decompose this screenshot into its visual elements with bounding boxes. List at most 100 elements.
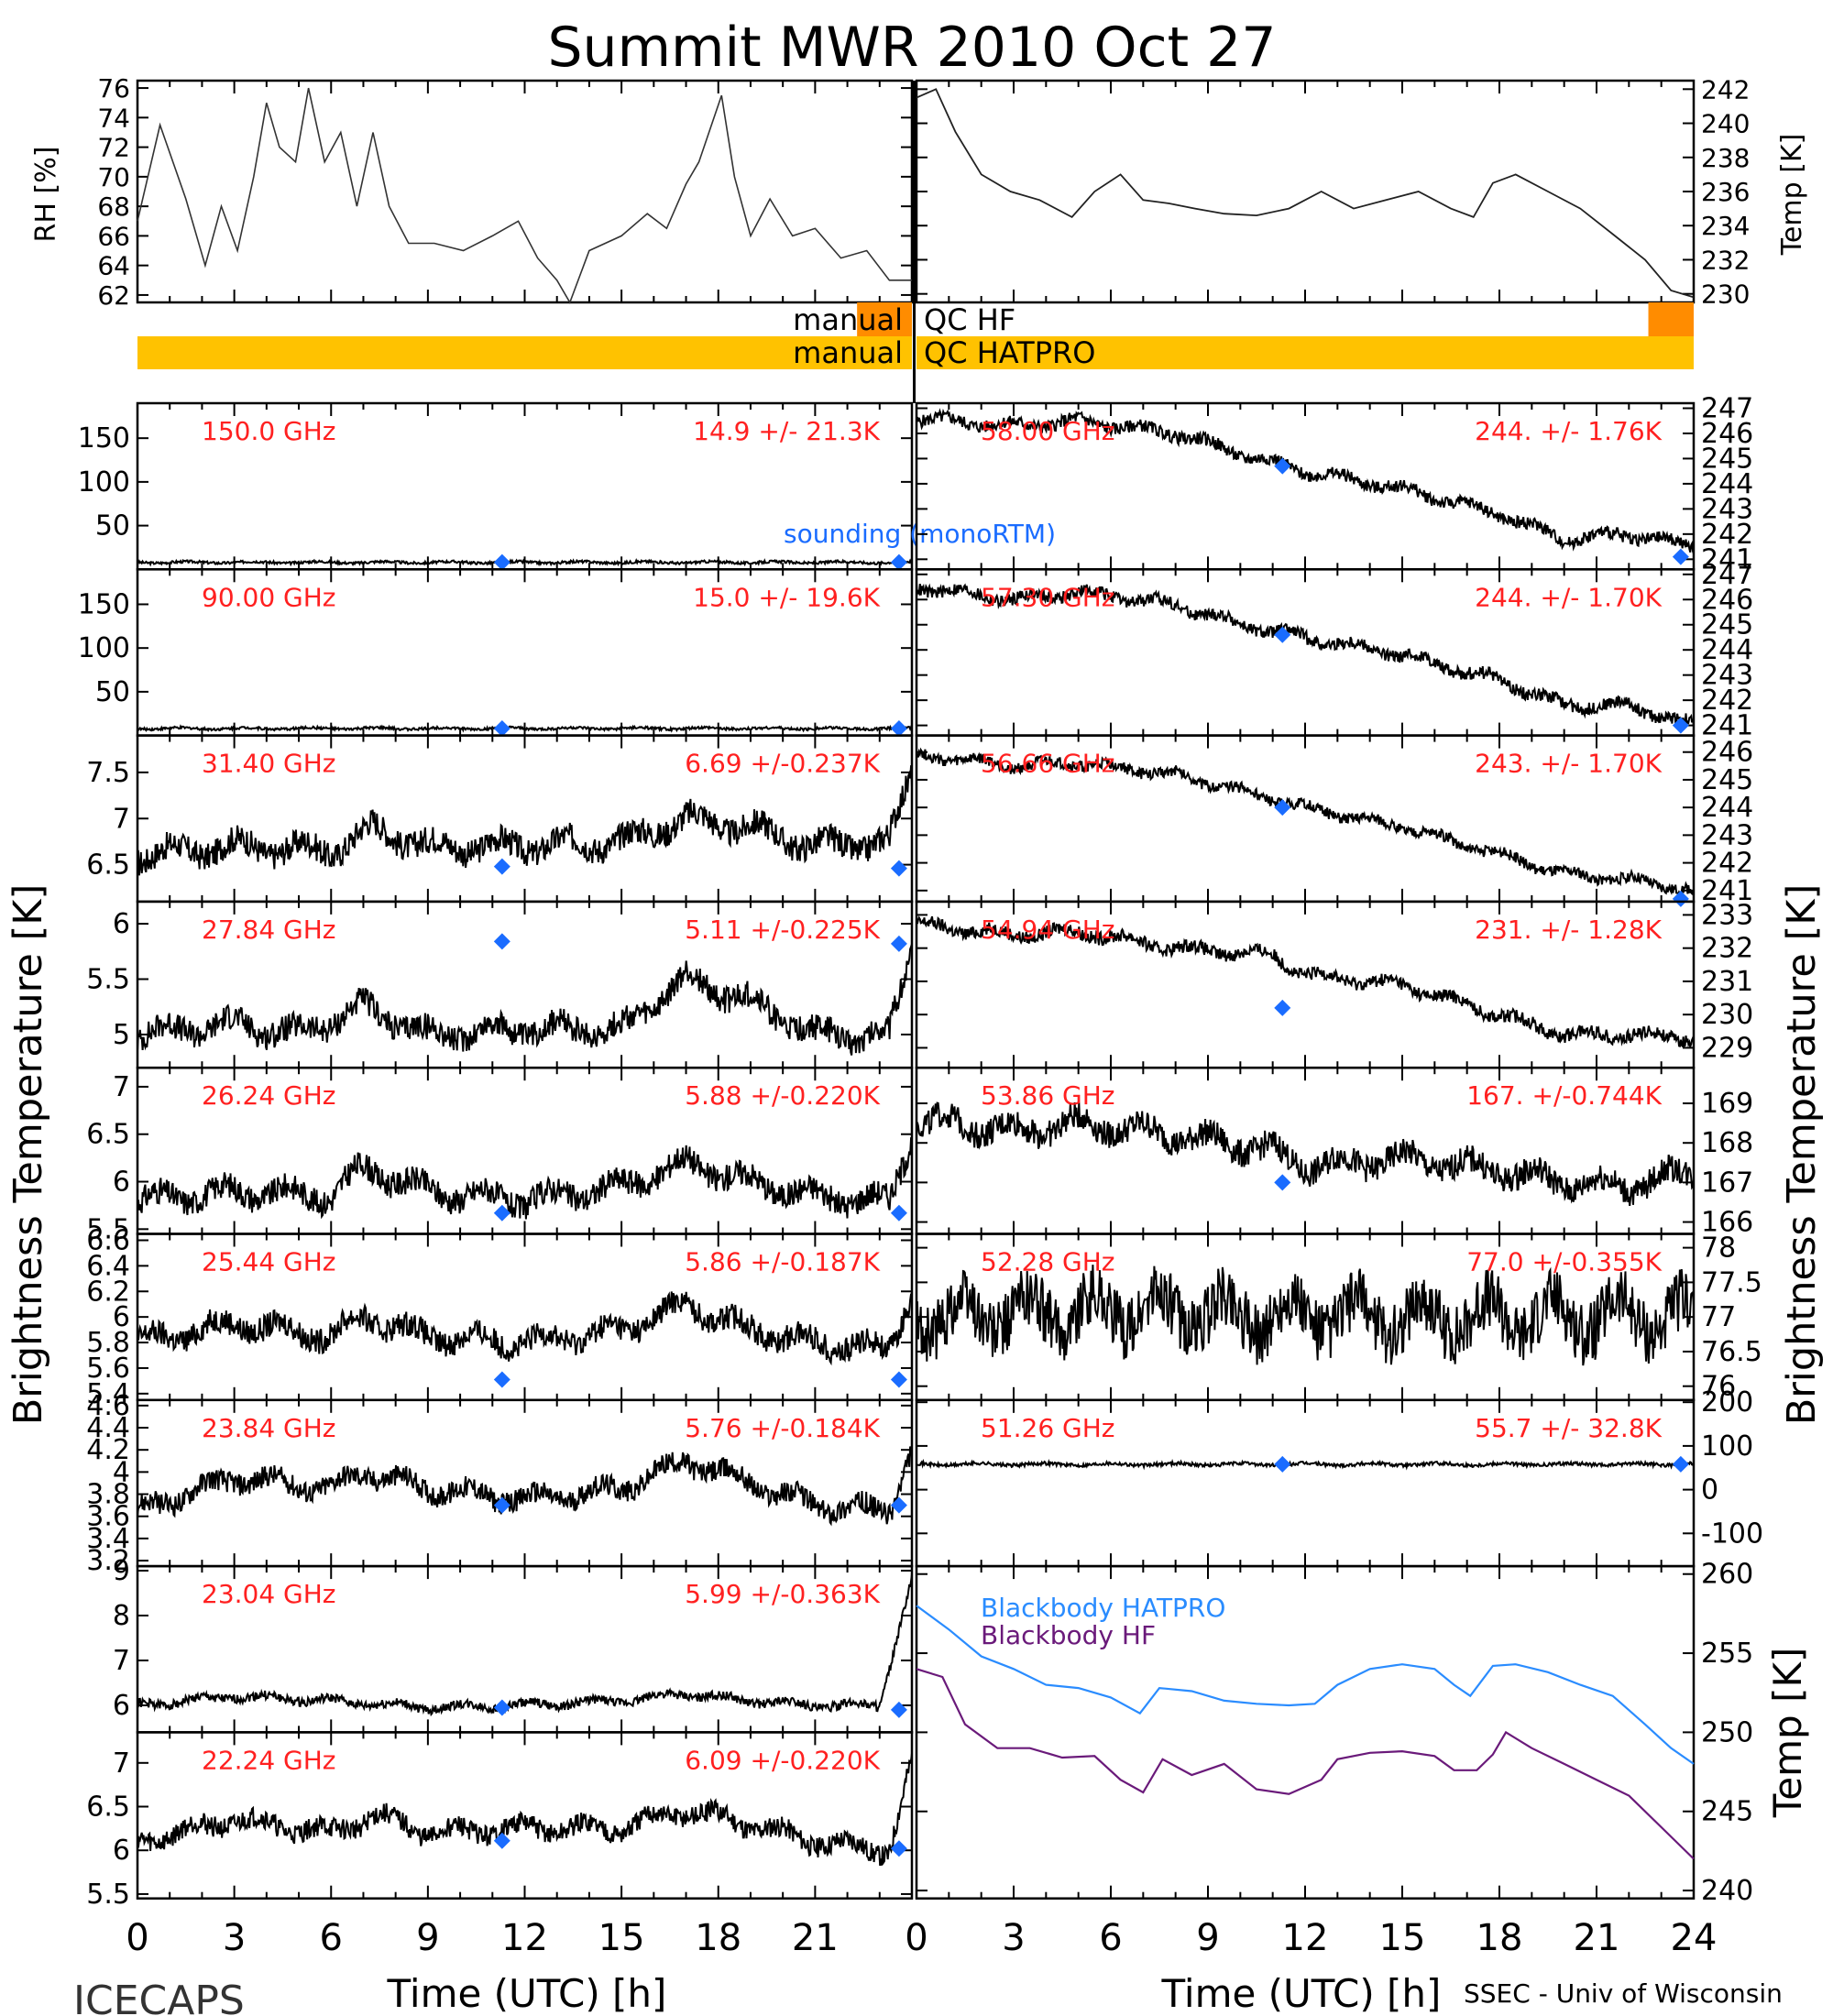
y-tick-label: 243	[1701, 660, 1753, 692]
y-tick-label: 66	[97, 221, 130, 251]
x-tick-label: 9	[416, 1917, 439, 1959]
sounding-marker	[1672, 1455, 1689, 1473]
sounding-marker	[890, 860, 907, 877]
y-tick-label: 240	[1701, 1875, 1753, 1907]
y-tick-label: 7	[113, 1748, 130, 1780]
channel-panel-ch3140: 6.5 7 7.5 31.40 GHz 6.69 +/-0.237K	[86, 734, 914, 904]
brightness-trace	[137, 1753, 913, 1867]
brightness-trace	[916, 1101, 1695, 1206]
channel-stat-label: 5.86 +/-0.187K	[685, 1247, 880, 1277]
y-tick-label: 231	[1701, 966, 1753, 998]
y-tick-label: 255	[1701, 1638, 1753, 1670]
channel-stat-label: 5.99 +/-0.363K	[685, 1579, 880, 1609]
qc-hf-label-right: QC HF	[924, 302, 1015, 337]
y-tick-label: 6.5	[86, 1119, 130, 1151]
x-axis-label-left: Time (UTC) [h]	[387, 1971, 667, 2016]
y-tick-label: 6.2	[86, 1276, 130, 1308]
y-tick-label: 150	[78, 422, 130, 455]
y-tick-label: 200	[1701, 1386, 1753, 1419]
channel-frequency-label: 57.30 GHz	[981, 582, 1115, 612]
temp-axis-label: Temp [K]	[1776, 134, 1808, 257]
y-tick-label: 5.5	[86, 1879, 130, 1911]
channel-stat-label: 6.09 +/-0.220K	[685, 1745, 880, 1775]
y-tick-label: 241	[1701, 710, 1753, 742]
y-tick-label: 166	[1701, 1207, 1753, 1239]
y-tick-label: 0	[1701, 1474, 1718, 1507]
y-tick-label: 6.5	[86, 1791, 130, 1824]
channel-panel-ch2224: 5.5 6 6.5 7 22.24 GHz 6.09 +/-0.220K	[86, 1731, 914, 1911]
x-tick-label: 15	[598, 1917, 645, 1959]
y-tick-label: 6.6	[86, 1224, 130, 1256]
y-tick-label: 244	[1701, 792, 1753, 824]
y-tick-label: 242	[1701, 685, 1753, 717]
y-tick-label: 72	[97, 133, 130, 163]
y-tick-label: 245	[1701, 1796, 1753, 1828]
sounding-marker	[1672, 717, 1689, 734]
y-tick-label: 4.4	[86, 1412, 130, 1444]
channel-panel-ch2384: 3.23.43.63.844.24.44.6 23.84 GHz 5.76 +/-0…	[86, 1390, 914, 1577]
channel-frequency-label: 58.00 GHz	[981, 416, 1115, 446]
channel-stat-label: 231. +/- 1.28K	[1475, 915, 1662, 945]
brightness-trace	[916, 1458, 1695, 1471]
y-tick-label: 246	[1701, 418, 1753, 450]
temp-series-line	[916, 88, 1695, 299]
sounding-marker	[493, 858, 510, 875]
qc-hatpro-flag	[137, 336, 912, 369]
y-tick-label: 242	[1701, 74, 1750, 104]
channel-stat-label: 5.88 +/-0.220K	[685, 1080, 880, 1111]
y-tick-label: 241	[1701, 543, 1753, 575]
channel-stat-label: 244. +/- 1.76K	[1475, 416, 1662, 446]
rh-axis-label: RH [%]	[30, 147, 62, 243]
channel-frequency-label: 53.86 GHz	[981, 1080, 1115, 1111]
y-tick-label: 5.4	[86, 1378, 130, 1410]
sounding-marker	[890, 719, 907, 737]
rh-panel-frame	[136, 79, 914, 304]
y-tick-label: 6	[113, 1301, 130, 1333]
y-tick-label: 7.5	[86, 757, 130, 789]
y-tick-label: 242	[1701, 519, 1753, 551]
sounding-marker	[493, 933, 510, 950]
channel-stat-label: 6.69 +/-0.237K	[685, 749, 880, 779]
y-tick-label: 230	[1701, 279, 1750, 310]
y-tick-label: 260	[1701, 1559, 1753, 1591]
y-tick-label: 3.8	[86, 1479, 130, 1511]
x-tick-label: 0	[126, 1917, 148, 1959]
sounding-marker	[493, 1832, 510, 1849]
y-tick-label: 4	[113, 1456, 130, 1488]
x-tick-label: 0	[905, 1917, 927, 1959]
channel-stat-label: 55.7 +/- 32.8K	[1475, 1413, 1662, 1443]
channel-frequency-label: 54.94 GHz	[981, 915, 1115, 945]
channel-frequency-label: 56.66 GHz	[981, 749, 1115, 779]
channel-frequency-label: 22.24 GHz	[202, 1745, 336, 1775]
y-tick-label: 243	[1701, 493, 1753, 525]
y-tick-label: 242	[1701, 848, 1753, 880]
sounding-marker	[493, 553, 510, 571]
channel-panel-ch90: 50 100 150 90.00 GHz 15.0 +/- 19.6K	[78, 568, 914, 737]
y-tick-label: 5.5	[86, 964, 130, 996]
qc-hatpro-label-right: QC HATPRO	[924, 335, 1095, 370]
blackbody-hatpro-line	[916, 1605, 1695, 1765]
sounding-marker	[1274, 1174, 1291, 1191]
y-tick-label: 100	[1701, 1430, 1753, 1463]
y-tick-label: 232	[1701, 245, 1750, 275]
qc-hf-label-left: manual	[793, 302, 903, 337]
y-tick-label: 244	[1701, 634, 1753, 666]
y-tick-label: 3.6	[86, 1501, 130, 1533]
brightness-trace	[137, 1136, 913, 1220]
channel-stat-label: 243. +/- 1.70K	[1475, 749, 1662, 779]
y-tick-label: 167	[1701, 1167, 1753, 1199]
channel-frequency-label: 25.44 GHz	[202, 1247, 336, 1277]
y-tick-label: 150	[78, 588, 130, 620]
sounding-marker	[1274, 626, 1291, 643]
y-tick-label: 246	[1701, 737, 1753, 769]
brightness-trace	[916, 747, 1695, 897]
sounding-marker	[890, 1840, 907, 1857]
sounding-marker	[890, 553, 907, 571]
y-tick-label: 62	[97, 280, 130, 311]
y-tick-label: 230	[1701, 999, 1753, 1031]
sounding-marker	[1672, 890, 1689, 907]
